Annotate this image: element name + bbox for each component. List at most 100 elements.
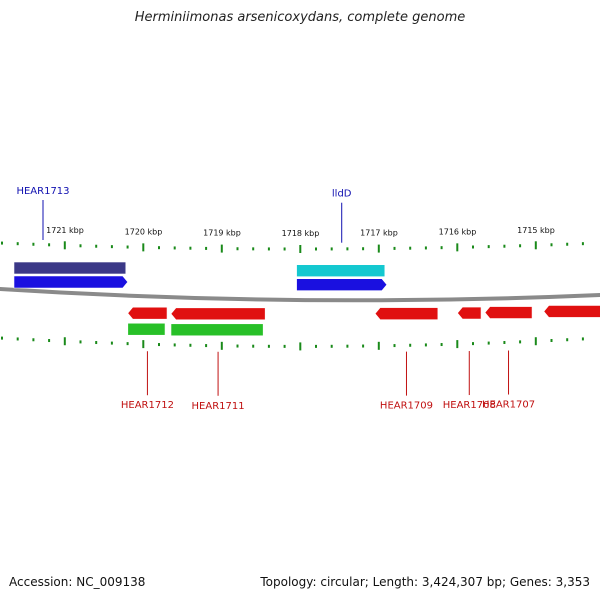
lower-tick-row [1, 336, 584, 351]
upper-tick [252, 247, 255, 251]
accession-text: Accession: NC_009138 [9, 575, 146, 589]
genes-layer[interactable] [13, 275, 600, 321]
upper-tick [299, 245, 302, 253]
lower-tick [362, 344, 365, 348]
upper-tick [63, 241, 66, 250]
upper-tick [158, 246, 160, 250]
lower-tick [330, 344, 333, 348]
lower-tick [267, 344, 270, 348]
upper-tick [220, 244, 223, 253]
upper-tick [79, 244, 82, 248]
cog-layer [13, 261, 386, 337]
lower-tick [440, 343, 443, 347]
lower-tick [236, 344, 239, 348]
lower-tick [534, 337, 537, 346]
upper-tick [393, 246, 396, 250]
tick-label: 1718 kbp [282, 229, 320, 238]
upper-tick [173, 246, 176, 250]
gene-label-HEAR1707: HEAR1707 [482, 400, 535, 411]
upper-tick [550, 243, 553, 247]
lower-tick [487, 341, 490, 345]
lower-tick [189, 343, 192, 347]
lower-tick [63, 337, 66, 346]
lower-tick [283, 344, 286, 348]
lower-tick [581, 337, 584, 341]
upper-tick [32, 242, 35, 246]
lower-tick [16, 337, 19, 341]
tick-labels: 1721 kbp 1720 kbp 1719 kbp 1718 kbp 1717 kbp… [46, 226, 555, 238]
upper-tick [503, 244, 506, 248]
cog-track-lldD [296, 264, 386, 278]
lower-tick [79, 340, 82, 344]
lower-tick [315, 344, 317, 348]
lower-tick [456, 340, 459, 349]
lower-tick [424, 343, 427, 347]
gene-label-HEAR1713: HEAR1713 [16, 186, 69, 197]
upper-tick [283, 247, 286, 251]
upper-tick [189, 246, 192, 250]
lower-tick [32, 338, 35, 342]
gene-HEAR1707[interactable] [484, 306, 533, 319]
topology-text: Topology: circular; Length: 3,424,307 bp… [260, 575, 590, 589]
upper-tick [126, 245, 129, 249]
upper-tick [424, 246, 427, 250]
lower-tick [95, 341, 98, 345]
upper-tick [362, 247, 365, 251]
tick-label: 1716 kbp [439, 227, 477, 236]
upper-tick [205, 246, 208, 250]
lower-tick [566, 338, 569, 342]
lower-tick [110, 341, 113, 345]
lower-tick [48, 339, 51, 343]
gene-HEAR1706[interactable] [543, 305, 600, 318]
lower-tick [299, 342, 302, 351]
upper-tick [487, 245, 490, 249]
gene-label-HEAR1712: HEAR1712 [121, 400, 174, 411]
map-title: Herminiimonas arsenicoxydans, complete g… [134, 10, 466, 25]
gene-lldD[interactable] [296, 278, 388, 292]
lower-tick [126, 342, 129, 346]
gene-HEAR1708[interactable] [457, 306, 482, 320]
upper-tick [330, 247, 333, 251]
tick-label: 1715 kbp [517, 226, 555, 235]
gene-HEAR1713[interactable] [13, 275, 129, 289]
genome-backbone [0, 287, 600, 303]
upper-tick [440, 246, 443, 250]
upper-tick [110, 245, 113, 249]
gene-HEAR1711[interactable] [170, 307, 266, 321]
upper-tick [566, 242, 569, 246]
upper-tick [581, 242, 584, 246]
gene-HEAR1712[interactable] [127, 306, 168, 320]
upper-tick [456, 243, 459, 252]
lower-tick [346, 344, 349, 348]
lower-tick [142, 340, 145, 349]
upper-tick [346, 247, 349, 251]
gene-label-lldD: lldD [332, 189, 352, 200]
lower-tick [377, 341, 380, 350]
lower-tick [173, 343, 176, 347]
upper-tick [519, 244, 522, 248]
gene-HEAR1709[interactable] [374, 307, 439, 320]
gene-label-HEAR1708: HEAR1708 [443, 400, 496, 411]
upper-tick [409, 246, 412, 250]
lower-tick [503, 341, 506, 345]
lower-tick [519, 340, 522, 344]
upper-tick [95, 244, 98, 248]
upper-tick [48, 243, 51, 247]
gene-labels-layer: HEAR1713 lldD HEAR1712 HEAR1711 HEAR1709 HEAR… [16, 186, 535, 412]
lower-tick [1, 336, 3, 340]
lower-tick [220, 341, 223, 350]
lower-tick [158, 343, 160, 347]
upper-tick [534, 241, 537, 250]
gene-label-HEAR1709: HEAR1709 [380, 401, 433, 412]
lower-tick [409, 343, 412, 347]
upper-tick [377, 244, 380, 253]
tick-label: 1721 kbp [46, 226, 84, 235]
upper-tick [315, 247, 317, 251]
upper-tick-row [1, 241, 584, 253]
cog-track-HEAR1712 [127, 322, 166, 336]
gene-label-HEAR1711: HEAR1711 [192, 401, 245, 412]
upper-tick [16, 242, 19, 246]
upper-tick [472, 245, 474, 249]
lower-tick [472, 342, 474, 346]
